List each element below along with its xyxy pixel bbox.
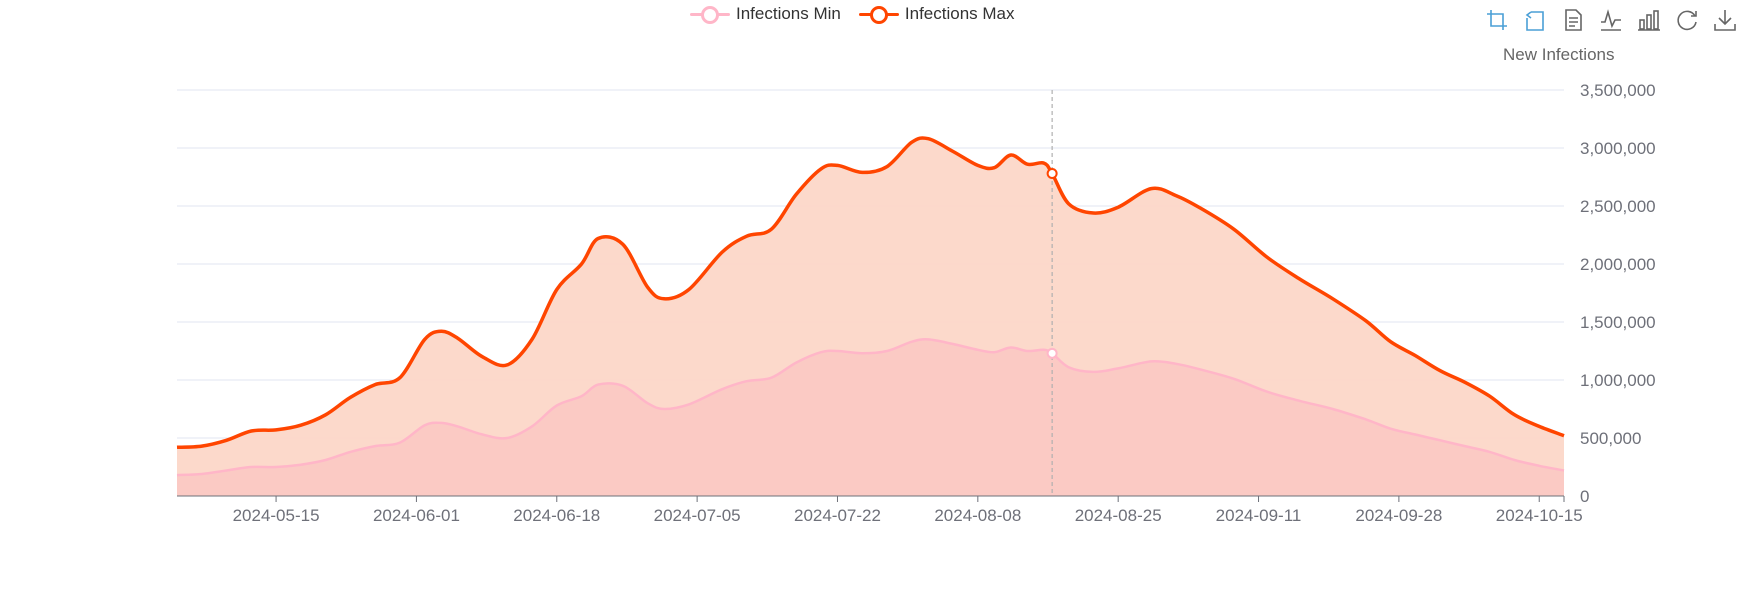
legend-max-symbol-icon <box>858 5 899 24</box>
toolbox-caption: New Infections <box>1503 45 1615 64</box>
x-tick-label: 2024-06-18 <box>513 506 600 525</box>
y-tick-label: 3,000,000 <box>1580 139 1656 158</box>
x-tick-label: 2024-07-05 <box>654 506 741 525</box>
y-tick-label: 0 <box>1580 487 1589 506</box>
infections-max-tooltip-marker <box>1046 168 1058 180</box>
data-view-icon[interactable] <box>1561 8 1585 32</box>
x-tick-label: 2024-05-15 <box>233 506 320 525</box>
x-tick-label: 2024-09-28 <box>1355 506 1442 525</box>
infections-min-area <box>177 339 1564 496</box>
legend-item-max[interactable]: Infections Max <box>858 4 1015 24</box>
y-tick-label: 1,500,000 <box>1580 313 1656 332</box>
x-tick-label: 2024-06-01 <box>373 506 460 525</box>
series-areas <box>177 137 1564 496</box>
y-tick-label: 1,000,000 <box>1580 371 1656 390</box>
x-tick-label: 2024-07-22 <box>794 506 881 525</box>
y-tick-label: 3,500,000 <box>1580 81 1656 100</box>
bar-chart-icon[interactable] <box>1637 8 1661 32</box>
infections-min-line <box>176 338 1565 477</box>
restore-icon[interactable] <box>1675 8 1699 32</box>
legend-min-label: Infections Min <box>736 4 841 23</box>
legend-item-min[interactable]: Infections Min <box>690 4 841 24</box>
y-tick-label: 500,000 <box>1580 429 1641 448</box>
y-tick-label: 2,000,000 <box>1580 255 1656 274</box>
zoom-reset-icon[interactable] <box>1523 8 1547 32</box>
legend-min-symbol-icon <box>690 5 730 24</box>
chart-legend: Infections Min Infections Max <box>690 4 1015 24</box>
save-image-icon[interactable] <box>1713 8 1737 32</box>
axes: 0 500,000 1,000,000 1,500,000 2,000,000 2,500… <box>177 81 1656 525</box>
chart-toolbox <box>1485 8 1737 32</box>
x-tick-label: 2024-08-25 <box>1075 506 1162 525</box>
legend-max-label: Infections Max <box>904 4 1015 23</box>
tooltip-markers <box>1046 90 1058 496</box>
x-tick-label: 2024-10-15 <box>1496 506 1583 525</box>
y-tick-label: 2,500,000 <box>1580 197 1656 216</box>
x-tick-label: 2024-08-08 <box>934 506 1021 525</box>
infections-max-line <box>176 136 1565 450</box>
series-lines <box>176 136 1565 477</box>
x-tick-label: 2024-09-11 <box>1216 506 1302 525</box>
infections-min-tooltip-marker <box>1046 347 1058 359</box>
line-chart-icon[interactable] <box>1599 8 1623 32</box>
zoom-icon[interactable] <box>1485 8 1509 32</box>
